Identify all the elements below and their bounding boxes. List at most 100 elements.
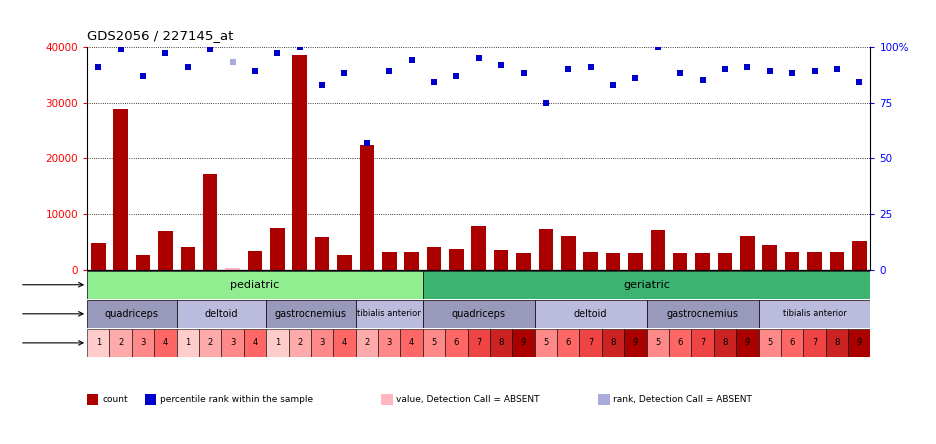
- Bar: [829, 252, 844, 270]
- Bar: [468, 47, 490, 270]
- Bar: [311, 329, 333, 357]
- Bar: [494, 250, 508, 270]
- Text: 4: 4: [409, 338, 415, 347]
- Text: 8: 8: [499, 338, 504, 347]
- Bar: [427, 247, 441, 270]
- Text: quadriceps: quadriceps: [105, 309, 159, 319]
- Bar: [449, 249, 463, 270]
- Text: 4: 4: [253, 338, 257, 347]
- Text: 9: 9: [745, 338, 750, 347]
- Bar: [624, 47, 647, 270]
- Bar: [177, 47, 199, 270]
- Text: 2: 2: [364, 338, 370, 347]
- Bar: [154, 47, 177, 270]
- Bar: [199, 329, 221, 357]
- Bar: [669, 47, 692, 270]
- Text: 6: 6: [454, 338, 459, 347]
- Bar: [91, 243, 106, 270]
- Bar: [534, 300, 647, 328]
- Bar: [337, 255, 352, 270]
- Text: value, Detection Call = ABSENT: value, Detection Call = ABSENT: [396, 395, 540, 404]
- Bar: [512, 47, 534, 270]
- Bar: [423, 300, 534, 328]
- Bar: [718, 254, 732, 270]
- Text: 2: 2: [297, 338, 302, 347]
- Bar: [356, 47, 378, 270]
- Bar: [266, 329, 288, 357]
- Bar: [602, 47, 624, 270]
- Bar: [288, 329, 311, 357]
- Text: rank, Detection Call = ABSENT: rank, Detection Call = ABSENT: [613, 395, 753, 404]
- Bar: [669, 329, 692, 357]
- Bar: [557, 47, 579, 270]
- Bar: [404, 252, 419, 270]
- Text: 7: 7: [700, 338, 706, 347]
- Bar: [803, 329, 826, 357]
- Bar: [87, 300, 177, 328]
- Bar: [221, 47, 243, 270]
- Text: 3: 3: [387, 338, 392, 347]
- Bar: [628, 254, 643, 270]
- Bar: [203, 174, 217, 270]
- Bar: [758, 300, 870, 328]
- Text: 9: 9: [856, 338, 862, 347]
- Bar: [359, 145, 374, 270]
- Bar: [740, 236, 754, 270]
- Text: 5: 5: [431, 338, 436, 347]
- Bar: [517, 254, 531, 270]
- Bar: [490, 47, 512, 270]
- Bar: [472, 226, 486, 270]
- Text: tibialis anterior: tibialis anterior: [782, 309, 846, 318]
- Bar: [848, 47, 870, 270]
- Text: tibialis anterior: tibialis anterior: [358, 309, 421, 318]
- Text: 3: 3: [230, 338, 235, 347]
- Bar: [647, 47, 669, 270]
- Bar: [266, 47, 288, 270]
- Bar: [401, 47, 423, 270]
- Bar: [781, 47, 803, 270]
- Bar: [382, 252, 397, 270]
- Bar: [333, 47, 356, 270]
- Text: 8: 8: [610, 338, 616, 347]
- Bar: [248, 251, 262, 270]
- Bar: [651, 230, 665, 270]
- Bar: [226, 268, 240, 270]
- Bar: [270, 228, 285, 270]
- Bar: [292, 55, 307, 270]
- Bar: [714, 47, 737, 270]
- Bar: [110, 47, 132, 270]
- Text: 8: 8: [723, 338, 727, 347]
- Bar: [785, 252, 799, 270]
- Text: geriatric: geriatric: [623, 280, 670, 290]
- Bar: [468, 329, 490, 357]
- Bar: [490, 329, 512, 357]
- Text: 1: 1: [274, 338, 280, 347]
- Bar: [199, 47, 221, 270]
- Bar: [557, 329, 579, 357]
- Bar: [673, 254, 688, 270]
- Text: 6: 6: [789, 338, 795, 347]
- Bar: [606, 253, 621, 270]
- Bar: [446, 47, 468, 270]
- Bar: [758, 329, 781, 357]
- Bar: [423, 329, 446, 357]
- Text: 4: 4: [342, 338, 347, 347]
- Text: 3: 3: [140, 338, 146, 347]
- Bar: [781, 329, 803, 357]
- Text: 2: 2: [208, 338, 212, 347]
- Bar: [602, 329, 624, 357]
- Bar: [579, 47, 602, 270]
- Text: 1: 1: [185, 338, 190, 347]
- Bar: [579, 329, 602, 357]
- Bar: [737, 329, 758, 357]
- Bar: [624, 329, 647, 357]
- Text: gastrocnemius: gastrocnemius: [275, 309, 347, 319]
- Bar: [423, 47, 446, 270]
- Bar: [136, 255, 151, 270]
- Bar: [852, 241, 867, 270]
- Bar: [87, 271, 423, 299]
- Bar: [243, 47, 266, 270]
- Bar: [826, 47, 848, 270]
- Text: 7: 7: [812, 338, 817, 347]
- Bar: [333, 329, 356, 357]
